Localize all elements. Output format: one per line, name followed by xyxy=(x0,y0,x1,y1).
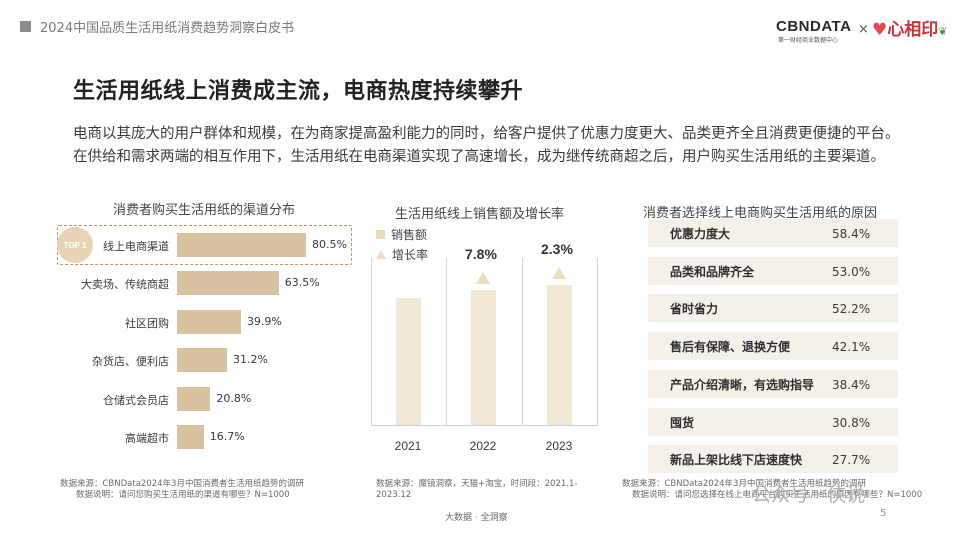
times-sign: × xyxy=(858,22,869,37)
channel-category-label: 仓储式会员店 xyxy=(103,393,169,407)
reason-value: 53.0% xyxy=(832,264,871,279)
reasons-explain-note: 数据说明：请问您选择在线上电商平台购买生活用纸的原因有哪些？N=1000 xyxy=(632,490,923,500)
leaf-icon: ❦ xyxy=(938,25,948,38)
legend-sales: 销售额 xyxy=(376,226,427,243)
growth-value-label: 2.3% xyxy=(541,241,573,257)
growth-value-label: 7.8% xyxy=(465,246,497,263)
intro-paragraph: 电商以其庞大的用户群体和规模，在为商家提高盈利能力的同时，给客户提供了优惠力度更… xyxy=(73,126,900,165)
channel-bar xyxy=(177,386,211,411)
channel-value-label: 20.8% xyxy=(216,391,252,405)
channel-value-label: 39.9% xyxy=(246,314,282,328)
channel-category-label: 线上电商渠道 xyxy=(103,240,169,253)
heart-icon: ♥ xyxy=(872,20,888,40)
reason-value: 27.7% xyxy=(832,453,871,468)
channel-value-label: 16.7% xyxy=(209,430,245,443)
sales-source-note: 数据来源：魔镜洞察，天猫+淘宝，时间段：2021.1-2023.12 xyxy=(376,479,578,500)
grid-line xyxy=(446,258,447,425)
reason-label: 品类和品牌齐全 xyxy=(670,264,755,279)
reason-label: 优惠力度大 xyxy=(670,227,731,241)
reason-label: 囤货 xyxy=(670,415,695,430)
top1-badge: TOP 1 xyxy=(57,227,93,263)
legend-sales-swatch xyxy=(376,230,385,239)
channel-bar xyxy=(177,233,306,257)
reason-row xyxy=(648,294,898,323)
channel-value-label: 80.5% xyxy=(312,238,347,251)
channel-category-label: 社区团购 xyxy=(125,316,169,330)
reason-row xyxy=(648,256,898,285)
x-tick-label: 2023 xyxy=(545,439,573,453)
x-tick-label: 2021 xyxy=(394,439,422,453)
reason-value: 58.4% xyxy=(832,227,871,241)
partner-logo: ♥心相印❦ xyxy=(872,20,948,40)
channel-value-label: 63.5% xyxy=(284,276,320,290)
sales-column xyxy=(395,297,421,425)
legend-growth: 增长率 xyxy=(376,246,428,263)
x-tick-label: 2022 xyxy=(469,439,497,453)
channel-category-label: 大卖场、传统商超 xyxy=(81,278,169,292)
reason-value: 30.8% xyxy=(832,415,871,430)
sales-chart-title: 生活用纸线上销售额及增长率 xyxy=(395,207,565,222)
channel-bar xyxy=(177,425,204,449)
channel-source-note: 数据来源：CBNData2024年3月中国消费者生活用纸趋势的调研 xyxy=(60,479,304,489)
reason-row xyxy=(648,445,898,474)
page-headline: 生活用纸线上消费成主流，电商热度持续攀升 xyxy=(73,79,524,104)
report-title: 2024中国品质生活用纸消费趋势洞察白皮书 xyxy=(40,21,295,36)
grid-line xyxy=(522,258,523,425)
sales-column xyxy=(470,290,496,425)
channel-bar xyxy=(177,271,279,296)
reasons-title: 消费者选择线上电商购买生活用纸的原因 xyxy=(643,206,878,221)
channel-explain-note: 数据说明：请问您购买生活用纸的渠道有哪些？N=1000 xyxy=(76,490,290,500)
sales-column xyxy=(546,285,572,425)
reason-value: 52.2% xyxy=(832,302,871,317)
page-number: 5 xyxy=(880,508,887,519)
channel-value-label: 31.2% xyxy=(232,353,268,367)
watermark: 公众号 · 侠说 xyxy=(752,484,866,506)
reason-value: 42.1% xyxy=(832,340,871,355)
grid-line xyxy=(597,258,598,425)
channel-chart-title: 消费者购买生活用纸的渠道分布 xyxy=(113,203,296,218)
header-square-icon xyxy=(20,21,31,32)
channel-category-label: 杂货店、便利店 xyxy=(92,355,169,369)
channel-category-label: 高端超市 xyxy=(125,432,169,445)
reason-value: 38.4% xyxy=(832,377,871,392)
reason-row xyxy=(648,219,898,247)
reason-row xyxy=(648,332,898,361)
reasons-source-note: 数据来源：CBNData2024年3月中国消费者生活用纸趋势的调研 xyxy=(622,479,866,489)
legend-growth-label: 增长率 xyxy=(392,248,429,262)
channel-bar xyxy=(177,309,241,334)
growth-triangle-icon xyxy=(552,267,566,279)
cbndata-subtitle: 第一财经商业数据中心 xyxy=(778,37,839,44)
reason-label: 省时省力 xyxy=(670,302,719,317)
reason-row xyxy=(648,407,898,436)
reason-label: 产品介绍清晰，有选购指导 xyxy=(670,377,815,392)
reason-label: 新品上架比线下店速度快 xyxy=(670,453,803,468)
footer-tagline: 大数据 · 全洞察 xyxy=(445,513,508,523)
legend-sales-label: 销售额 xyxy=(391,228,428,242)
legend-growth-triangle-icon xyxy=(376,250,386,259)
x-axis-line xyxy=(371,425,598,426)
reason-label: 售后有保障、退换方便 xyxy=(670,340,791,355)
reason-row xyxy=(648,369,898,398)
channel-bar xyxy=(177,348,227,373)
grid-line xyxy=(371,258,372,425)
cbndata-logo: CBNDATA xyxy=(776,18,852,35)
growth-triangle-icon xyxy=(476,272,490,285)
